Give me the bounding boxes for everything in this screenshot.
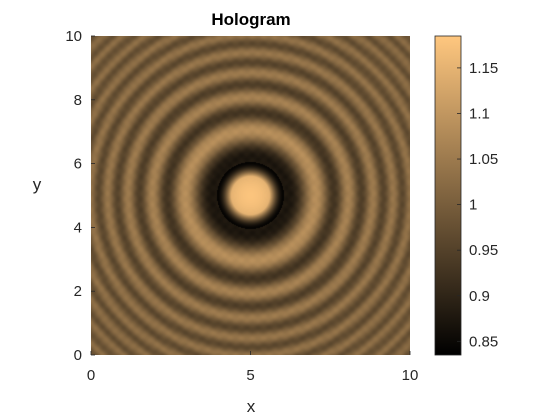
colorbar-tick-label: 0.9 [469,288,490,305]
x-tick-label: 0 [87,367,95,384]
y-axis: 0 2 4 6 8 10 [65,28,95,364]
colorbar-tick-label: 1.1 [469,105,490,122]
y-tick-label: 6 [74,156,82,173]
y-tick-label: 4 [74,219,82,236]
chart-title: Hologram [211,10,290,29]
x-tick-label: 5 [246,367,254,384]
x-axis-label: x [247,397,256,416]
colorbar-tick-label: 1.05 [469,151,498,168]
y-tick-label: 2 [74,283,82,300]
x-axis: 0 5 10 [87,351,419,384]
colorbar-gradient [434,35,462,356]
x-tick-label: 10 [402,367,419,384]
colorbar-ticks: 0.85 0.9 0.95 1 1.05 1.1 1.15 [457,60,498,350]
heatmap-image [91,36,410,355]
colorbar-tick-label: 0.95 [469,242,498,259]
y-axis-label: y [33,175,42,194]
y-tick-label: 8 [74,92,82,109]
y-tick-label: 0 [74,347,82,364]
colorbar-tick-label: 1 [469,197,477,214]
colorbar: 0.85 0.9 0.95 1 1.05 1.1 1.15 [434,35,498,356]
plot-area [91,36,410,355]
y-tick-label: 10 [65,28,82,45]
colorbar-tick-label: 1.15 [469,60,498,77]
colorbar-tick-label: 0.85 [469,333,498,350]
